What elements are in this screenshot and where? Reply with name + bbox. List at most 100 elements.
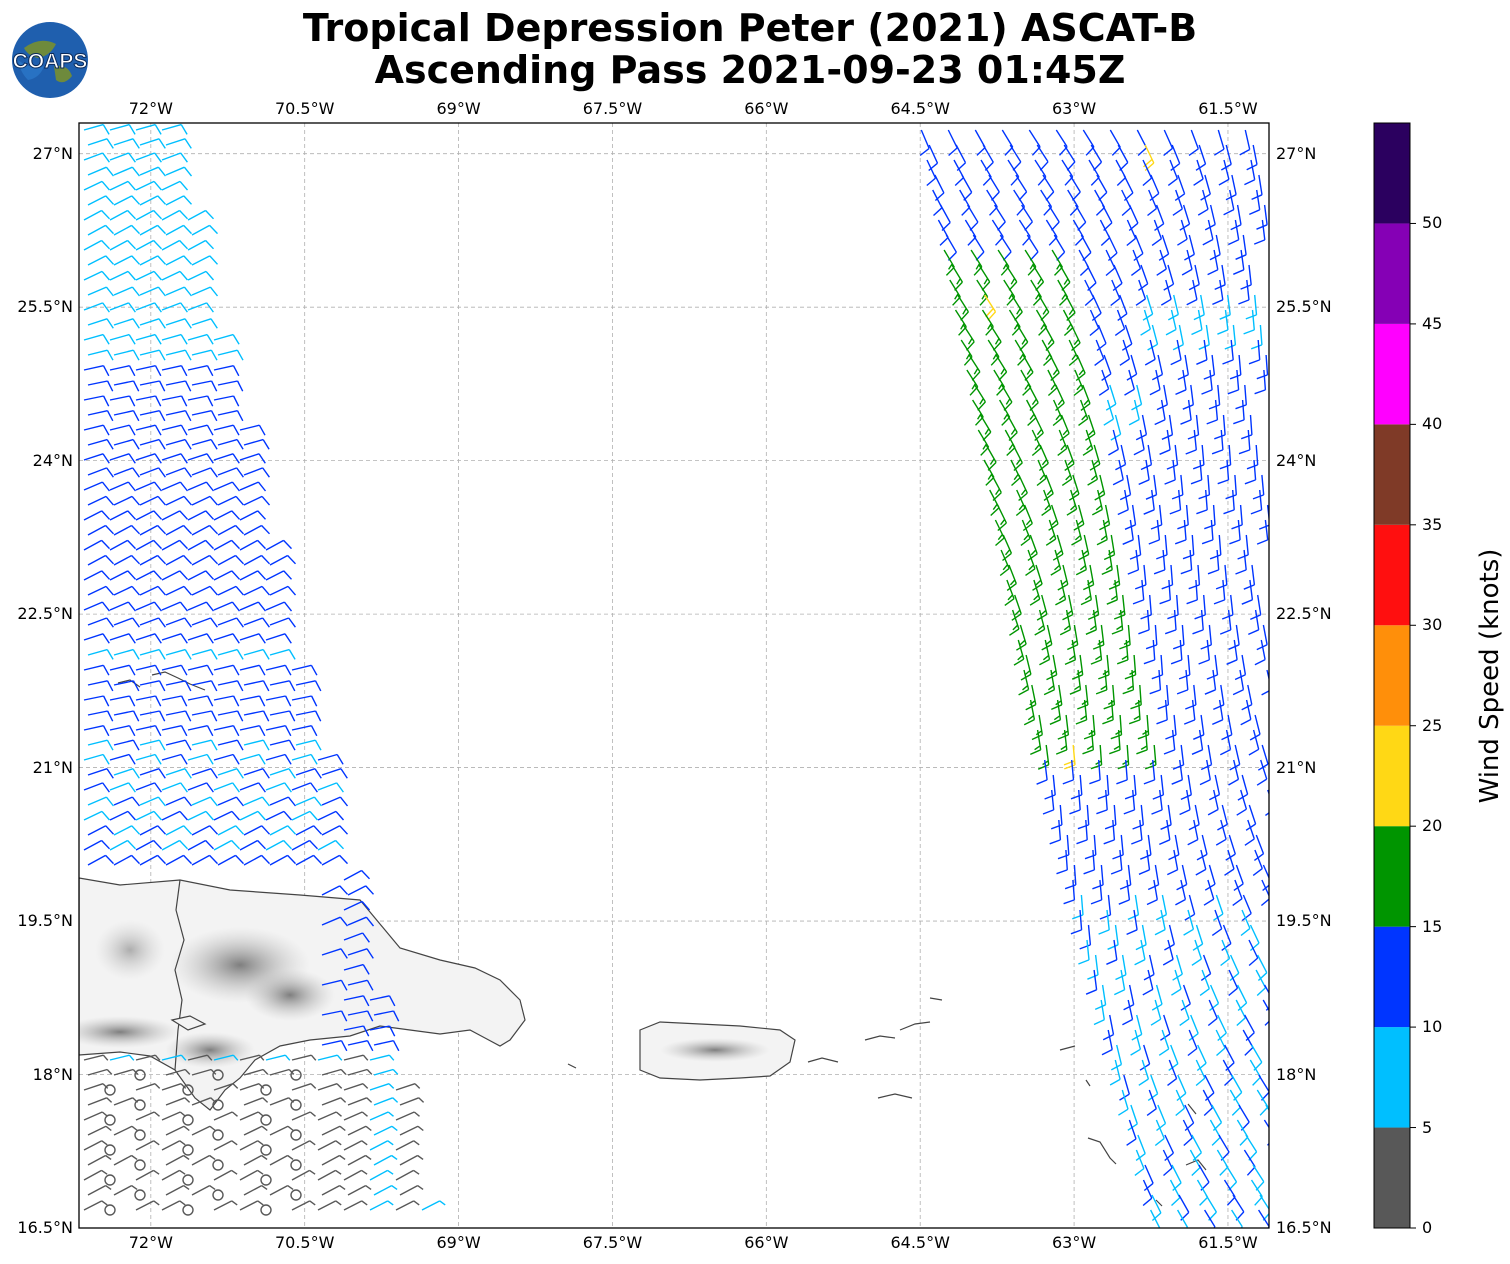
wind-barb — [187, 395, 214, 407]
wind-barb — [135, 1169, 160, 1181]
wind-barb — [1254, 639, 1266, 666]
wind-barb — [321, 1184, 346, 1196]
wind-barb — [165, 617, 192, 628]
wind-barb — [1110, 279, 1121, 307]
wind-barb — [161, 180, 189, 191]
wind-barb — [1143, 1164, 1154, 1192]
wind-barb — [343, 1111, 368, 1121]
wind-barb — [1123, 789, 1136, 815]
wind-barb — [1059, 414, 1070, 442]
wind-barb — [1160, 804, 1172, 830]
wind-barb — [1174, 174, 1186, 201]
wind-barb — [161, 333, 188, 345]
wind-barb — [1142, 969, 1154, 996]
wind-barb — [1169, 1179, 1181, 1207]
wind-barb — [161, 302, 188, 313]
colorbar-tick-label: 25 — [1422, 715, 1443, 735]
wind-barb — [1240, 699, 1252, 726]
wind-barb — [191, 1184, 216, 1196]
wind-barb — [291, 725, 318, 737]
wind-barb — [421, 1200, 446, 1211]
wind-barb — [1223, 189, 1235, 216]
wind-barb — [1069, 669, 1082, 695]
wind-barb — [135, 1200, 160, 1211]
wind-barb — [977, 429, 990, 456]
wind-barb — [347, 1184, 372, 1196]
wind-barb — [1029, 579, 1041, 606]
wind-barb — [1171, 1164, 1182, 1192]
wind-barb — [1196, 1044, 1207, 1072]
wind-barb — [109, 239, 137, 251]
wind-barb — [343, 1054, 369, 1061]
wind-barb — [83, 810, 111, 821]
lon-tick-label-top: 67.5°W — [582, 99, 643, 118]
wind-barb — [1170, 144, 1181, 171]
wind-barb — [187, 302, 214, 313]
wind-barb — [239, 539, 267, 551]
wind-barb — [1159, 579, 1171, 605]
wind-barb — [135, 1111, 160, 1121]
wind-barb — [1236, 984, 1248, 1012]
wind-barb — [373, 1125, 398, 1136]
wind-barb — [395, 1140, 420, 1151]
wind-barb — [1036, 459, 1047, 487]
wind-barb — [135, 365, 162, 377]
wind-barb — [1233, 399, 1245, 425]
wind-barb — [1158, 234, 1170, 261]
wind-barb — [1218, 159, 1230, 186]
wind-barb — [83, 1140, 108, 1151]
wind-barb — [369, 1169, 394, 1181]
colorbar-tick-label: 15 — [1422, 916, 1443, 936]
wind-barb — [1103, 399, 1115, 426]
wind-barb — [1252, 474, 1265, 500]
wind-barb — [83, 725, 110, 737]
wind-barb — [1248, 609, 1260, 636]
wind-barb — [1215, 1029, 1226, 1057]
wind-barb — [1175, 1089, 1186, 1117]
wind-barb — [1254, 369, 1267, 395]
lon-tick-label-bottom: 63°W — [1051, 1233, 1097, 1252]
wind-barb — [161, 239, 189, 251]
wind-barb — [139, 796, 167, 807]
lat-tick-label-left: 21°N — [32, 757, 73, 777]
wind-barb — [109, 725, 136, 737]
wind-barb — [83, 510, 111, 521]
wind-barb — [243, 1154, 268, 1166]
wind-barb — [1208, 774, 1221, 801]
wind-barb — [83, 209, 111, 221]
wind-barb — [1076, 819, 1088, 845]
wind-barb — [983, 459, 995, 486]
wind-barb — [1148, 519, 1161, 545]
wind-barb — [243, 467, 270, 478]
wind-barb — [1250, 489, 1263, 515]
wind-barb — [83, 695, 110, 707]
colorbar-bin — [1374, 424, 1410, 525]
wind-barb — [1240, 264, 1252, 290]
wind-barb — [974, 384, 986, 411]
wind-barb — [1228, 969, 1239, 997]
wind-barb — [1200, 174, 1211, 201]
wind-barb — [1204, 1209, 1216, 1228]
wind-barb — [83, 365, 110, 377]
wind-barb — [139, 495, 167, 506]
wind-barb — [317, 1111, 342, 1121]
wind-barb — [109, 333, 136, 345]
wind-barb — [191, 286, 219, 297]
wind-barb — [1228, 759, 1240, 786]
wind-barb — [347, 885, 375, 896]
wind-barb — [1068, 339, 1079, 367]
wind-barb — [1034, 609, 1046, 636]
wind-barb — [1047, 369, 1058, 397]
wind-barb — [369, 995, 396, 1007]
wind-barb — [87, 255, 115, 266]
wind-barb — [139, 380, 166, 392]
wind-barb — [87, 648, 114, 660]
wind-barb — [83, 601, 111, 612]
wind-barb — [321, 854, 349, 866]
wind-barb — [295, 710, 322, 722]
wind-barb — [265, 601, 293, 612]
wind-barb — [1168, 834, 1180, 861]
wind-barb — [87, 825, 115, 836]
wind-barb — [1004, 429, 1016, 457]
wind-barb — [1101, 354, 1112, 381]
